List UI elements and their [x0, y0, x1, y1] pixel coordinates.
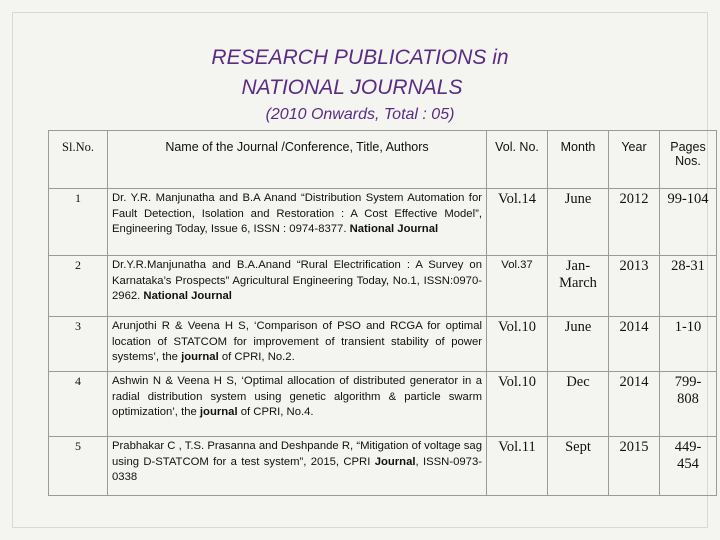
row-description: Ashwin N & Veena H S, ‘Optimal allocatio…: [107, 371, 487, 437]
row-month: June: [547, 316, 609, 372]
description-text: Dr. Y.R. Manjunatha and B.A Anand “Distr…: [112, 192, 482, 235]
row-vol: Vol.10: [486, 316, 548, 372]
heading-line-1: RESEARCH PUBLICATIONS in: [211, 46, 509, 69]
row-vol: Vol.10: [486, 371, 548, 437]
col-journal-details: Name of the Journal /Conference, Title, …: [107, 130, 487, 189]
description-text: Ashwin N & Veena H S, ‘Optimal allocatio…: [112, 375, 482, 418]
row-month: June: [547, 188, 609, 256]
table-row: 5 Prabhakar C , T.S. Prasanna and Deshpa…: [48, 436, 717, 496]
col-month: Month: [547, 130, 609, 189]
row-description: Dr.Y.R.Manjunatha and B.A.Anand “Rural E…: [107, 255, 487, 317]
description-end: of CPRI, No.4.: [237, 406, 314, 418]
journal-tag: National Journal: [140, 290, 232, 302]
row-description: Arunjothi R & Veena H S, ‘Comparison of …: [107, 316, 487, 372]
row-pages: 449-454: [659, 436, 717, 496]
row-sl: 5: [48, 436, 108, 496]
description-end: , ISSN-0973-0338: [112, 455, 482, 484]
journal-tag: National Journal: [346, 223, 439, 235]
journal-tag: Journal: [374, 455, 416, 468]
col-sl-no: Sl.No.: [48, 130, 108, 189]
row-pages: 1-10: [659, 316, 717, 372]
row-pages: 99-104: [659, 188, 717, 256]
description-text: Prabhakar C , T.S. Prasanna and Deshpand…: [112, 440, 482, 468]
journal-tag: journal: [199, 406, 238, 418]
journal-tag: journal: [181, 351, 219, 363]
row-sl: 1: [48, 188, 108, 256]
description-text: Arunjothi R & Veena H S, ‘Comparison of …: [112, 320, 482, 363]
row-year: 2012: [608, 188, 660, 256]
row-year: 2014: [608, 316, 660, 372]
col-vol-no: Vol. No.: [486, 130, 548, 189]
row-month: Dec: [547, 371, 609, 437]
row-year: 2015: [608, 436, 660, 496]
heading-subtitle: (2010 Onwards, Total : 05): [265, 106, 455, 123]
row-month: Sept: [547, 436, 609, 496]
row-vol: Vol.14: [486, 188, 548, 256]
table-row: 4 Ashwin N & Veena H S, ‘Optimal allocat…: [48, 371, 717, 437]
table-row: 1 Dr. Y.R. Manjunatha and B.A Anand “Dis…: [48, 188, 717, 256]
row-year: 2014: [608, 371, 660, 437]
row-vol: Vol.37: [486, 255, 548, 317]
row-year: 2013: [608, 255, 660, 317]
row-pages: 28-31: [659, 255, 717, 317]
row-vol: Vol.11: [486, 436, 548, 496]
row-description: Dr. Y.R. Manjunatha and B.A Anand “Distr…: [107, 188, 487, 256]
row-sl: 4: [48, 371, 108, 437]
publications-table: Sl.No. Name of the Journal /Conference, …: [48, 130, 717, 496]
description-end: of CPRI, No.2.: [218, 351, 295, 363]
row-month: Jan-March: [547, 255, 609, 317]
heading-line-2: NATIONAL JOURNALS: [241, 76, 463, 99]
table-row: 3 Arunjothi R & Veena H S, ‘Comparison o…: [48, 316, 717, 372]
row-sl: 2: [48, 255, 108, 317]
table-row: 2 Dr.Y.R.Manjunatha and B.A.Anand “Rural…: [48, 255, 717, 317]
row-pages: 799-808: [659, 371, 717, 437]
row-description: Prabhakar C , T.S. Prasanna and Deshpand…: [107, 436, 487, 496]
description-text: Dr.Y.R.Manjunatha and B.A.Anand “Rural E…: [112, 259, 482, 302]
col-year: Year: [608, 130, 660, 189]
row-sl: 3: [48, 316, 108, 372]
table-header-row: Sl.No. Name of the Journal /Conference, …: [48, 130, 717, 189]
col-pages: Pages Nos.: [659, 130, 717, 189]
